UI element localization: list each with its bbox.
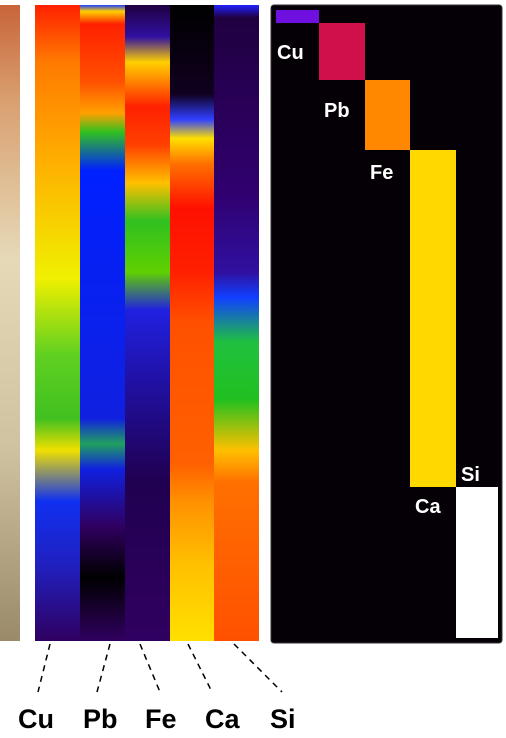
layer-block [276, 10, 319, 23]
layer-block [319, 23, 365, 80]
map-column [80, 5, 125, 641]
layer-label: Fe [370, 162, 393, 184]
column-label: Si [270, 704, 296, 733]
figure: Cu Pb Fe Ca Si Cu Pb Fe Ca Si [0, 0, 506, 733]
leader-line [97, 644, 110, 692]
map-column [170, 5, 214, 641]
column-label: Ca [205, 704, 240, 733]
layer-block [410, 150, 456, 487]
column-labels: Cu Pb Fe Ca Si [18, 704, 296, 733]
leaders [38, 644, 282, 692]
leader-line [234, 644, 282, 692]
leader-line [188, 644, 212, 692]
leader-line [140, 644, 160, 692]
layer-block [456, 487, 498, 638]
layer-label: Si [461, 464, 480, 486]
column-label: Fe [145, 704, 177, 733]
map-column [214, 5, 259, 641]
layer-block [365, 80, 410, 150]
sample-photo [0, 5, 20, 641]
column-label: Pb [83, 704, 118, 733]
map-column [35, 5, 80, 641]
layer-label: Pb [324, 100, 350, 122]
map-column [125, 5, 170, 641]
layer-diagram: Cu Pb Fe Ca Si [271, 5, 502, 643]
element-maps [35, 5, 259, 641]
leader-line [38, 644, 50, 692]
layer-label: Ca [415, 496, 441, 518]
layer-label: Cu [277, 42, 304, 64]
column-label: Cu [18, 704, 54, 733]
page: Cu Pb Fe Ca Si Cu Pb Fe Ca Si (() => { c… [0, 0, 506, 733]
